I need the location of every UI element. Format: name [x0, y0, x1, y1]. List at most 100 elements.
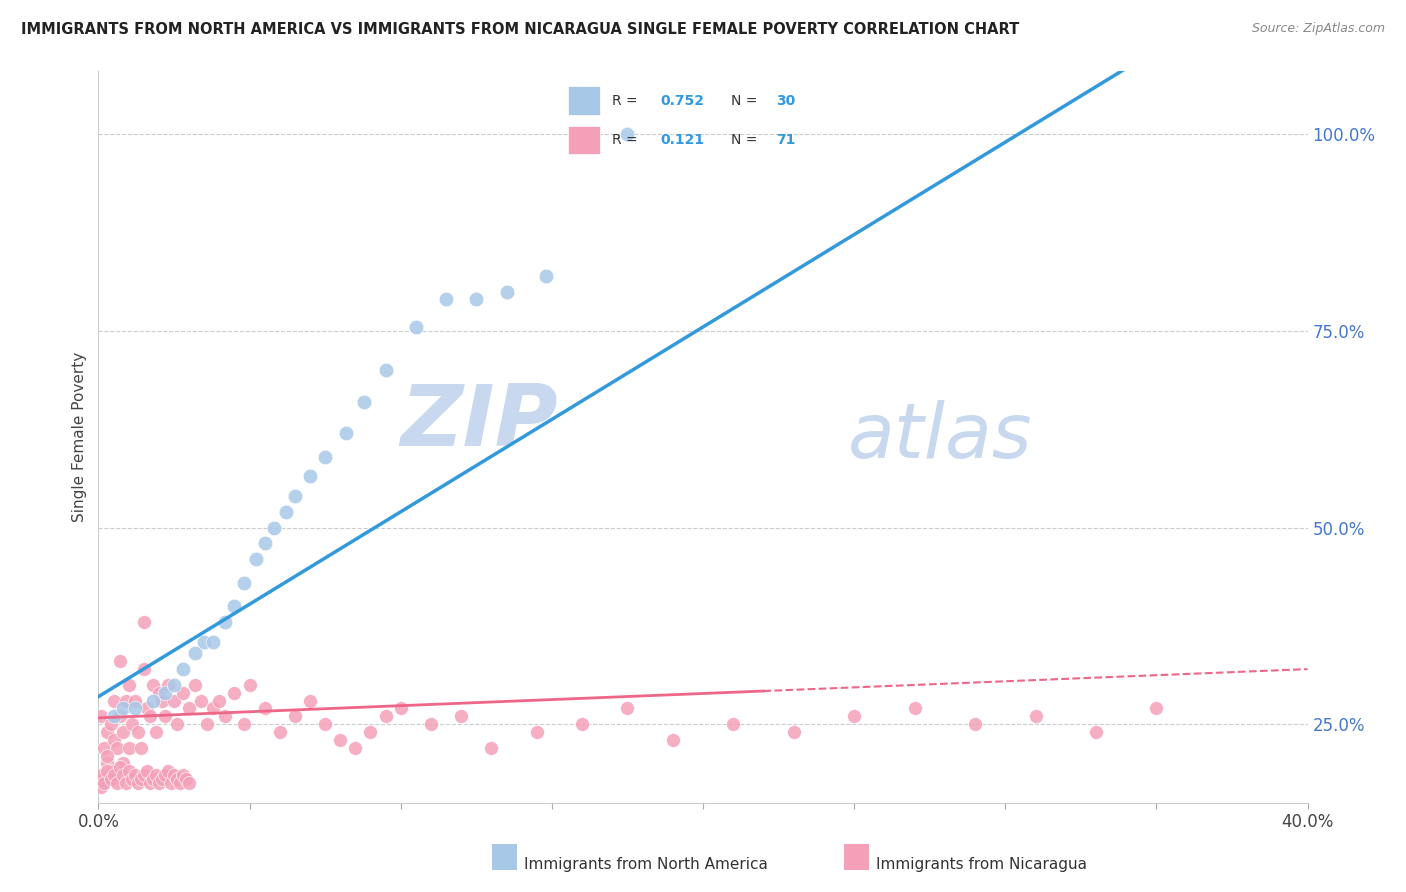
Point: [150, 693, 173, 707]
Point: [904, 701, 927, 715]
Point: [253, 701, 276, 715]
Point: [353, 394, 375, 409]
Point: [239, 678, 262, 692]
Point: [184, 678, 207, 692]
Point: [153, 768, 176, 782]
Point: [214, 615, 236, 629]
Point: [121, 772, 143, 787]
Point: [96, 764, 118, 779]
Text: Immigrants from Nicaragua: Immigrants from Nicaragua: [876, 857, 1087, 872]
Point: [335, 426, 357, 441]
Point: [481, 740, 503, 755]
Point: [121, 717, 143, 731]
Point: [127, 776, 149, 790]
Point: [450, 709, 472, 723]
Point: [153, 686, 176, 700]
Point: [156, 678, 179, 692]
Point: [150, 772, 173, 787]
Point: [179, 701, 201, 715]
Point: [108, 760, 131, 774]
Point: [360, 725, 382, 739]
Point: [576, 128, 599, 142]
Point: [571, 717, 593, 731]
Point: [299, 469, 322, 483]
Point: [160, 776, 183, 790]
Point: [269, 725, 291, 739]
Point: [142, 772, 165, 787]
Point: [111, 701, 134, 715]
Point: [420, 717, 443, 731]
Point: [105, 776, 128, 790]
Point: [172, 662, 194, 676]
Point: [111, 756, 134, 771]
Point: [93, 772, 115, 787]
Point: [344, 740, 367, 755]
Point: [156, 764, 179, 779]
Point: [124, 701, 146, 715]
Text: atlas: atlas: [848, 401, 1032, 474]
Text: IMMIGRANTS FROM NORTH AMERICA VS IMMIGRANTS FROM NICARAGUA SINGLE FEMALE POVERTY: IMMIGRANTS FROM NORTH AMERICA VS IMMIGRA…: [21, 22, 1019, 37]
Point: [93, 776, 115, 790]
Point: [103, 693, 125, 707]
Point: [193, 634, 215, 648]
Point: [389, 701, 412, 715]
Point: [208, 693, 231, 707]
Point: [148, 776, 170, 790]
Point: [93, 740, 115, 755]
Point: [723, 717, 745, 731]
Point: [965, 717, 987, 731]
Point: [214, 709, 236, 723]
Point: [114, 693, 136, 707]
Point: [105, 740, 128, 755]
Point: [166, 772, 188, 787]
Point: [166, 717, 188, 731]
Point: [405, 320, 427, 334]
Point: [145, 725, 167, 739]
Point: [232, 717, 254, 731]
Point: [100, 717, 122, 731]
Text: Immigrants from North America: Immigrants from North America: [524, 857, 768, 872]
Point: [172, 686, 194, 700]
Text: ZIP: ZIP: [401, 381, 558, 464]
Point: [114, 776, 136, 790]
Point: [329, 732, 352, 747]
Point: [314, 717, 336, 731]
Point: [195, 717, 218, 731]
Point: [661, 732, 683, 747]
Point: [616, 128, 638, 142]
Point: [274, 505, 297, 519]
Point: [374, 363, 396, 377]
Point: [263, 520, 285, 534]
Point: [1024, 709, 1046, 723]
Point: [163, 768, 186, 782]
Point: [495, 285, 517, 299]
Point: [184, 646, 207, 660]
Point: [534, 268, 557, 283]
Point: [103, 732, 125, 747]
Point: [129, 740, 152, 755]
Point: [142, 678, 165, 692]
Point: [232, 575, 254, 590]
Point: [169, 776, 191, 790]
Point: [118, 764, 141, 779]
Point: [90, 768, 112, 782]
Point: [124, 693, 146, 707]
Point: [108, 654, 131, 668]
Point: [135, 701, 157, 715]
Point: [90, 780, 112, 794]
Point: [132, 768, 155, 782]
Point: [190, 693, 212, 707]
Point: [145, 768, 167, 782]
Point: [179, 776, 201, 790]
Point: [174, 772, 197, 787]
Point: [103, 709, 125, 723]
Point: [100, 764, 122, 779]
Point: [135, 764, 157, 779]
Point: [108, 709, 131, 723]
Point: [118, 678, 141, 692]
Point: [127, 725, 149, 739]
Point: [153, 709, 176, 723]
Point: [253, 536, 276, 550]
Point: [100, 772, 122, 787]
Point: [245, 552, 267, 566]
